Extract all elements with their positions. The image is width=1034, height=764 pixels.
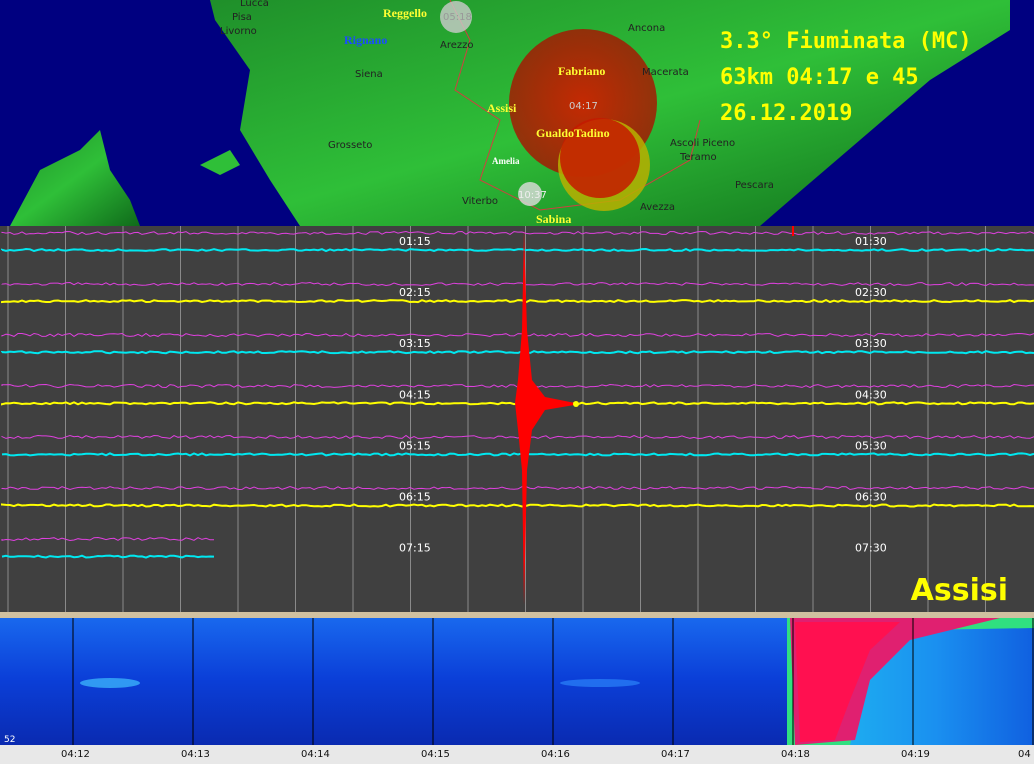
time-label: 05:15 <box>399 439 431 452</box>
quake-signal <box>515 230 580 605</box>
station-label: Rignano <box>344 33 387 47</box>
time-label: 04:12 <box>61 749 90 760</box>
time-label: 01:30 <box>855 235 887 248</box>
island <box>10 130 140 226</box>
station-label: Amelia <box>492 156 520 166</box>
time-label: 04:13 <box>181 749 210 760</box>
place-label: Viterbo <box>462 196 498 207</box>
trace <box>1 299 1034 304</box>
place-label: Pescara <box>735 180 774 191</box>
station-label: GualdoTadino <box>536 126 610 140</box>
trace <box>1 383 1034 389</box>
time-label: 03:15 <box>399 337 431 350</box>
place-label: Ascoli Piceno <box>670 138 735 149</box>
spectrogram-blob <box>560 679 640 687</box>
time-label: 04:16 <box>541 749 570 760</box>
place-label: Grosseto <box>328 140 372 151</box>
spectrogram-top <box>0 612 1034 618</box>
station-label: Reggello <box>383 6 427 20</box>
trace <box>1 281 1034 287</box>
time-label: 04:19 <box>901 749 930 760</box>
spectrogram-blob <box>80 678 140 688</box>
event-distance: 63km 04:17 e 45 <box>720 65 919 90</box>
event-circle <box>560 118 640 198</box>
quake-mark <box>573 401 579 407</box>
scale-label: 52 <box>4 735 15 745</box>
time-label: 05:30 <box>855 439 887 452</box>
time-label: 07:30 <box>855 542 887 555</box>
trace <box>1 452 1034 457</box>
spectrogram-event <box>795 622 900 742</box>
place-label: Macerata <box>642 67 689 78</box>
time-label: 06:15 <box>399 491 431 504</box>
place-label: Pisa <box>232 12 252 23</box>
place-label: Livorno <box>220 26 257 37</box>
marker-label: 10:37 <box>518 190 547 201</box>
marker-label: 05:18 <box>443 12 472 23</box>
trace <box>1 434 1034 440</box>
spectrogram-axis <box>0 745 1034 764</box>
station-label: Fabriano <box>558 64 605 78</box>
time-label: 01:15 <box>399 235 431 248</box>
station-label: Assisi <box>487 101 517 115</box>
island <box>200 150 240 175</box>
marker-label: 04:17 <box>569 101 598 112</box>
time-label: 04 <box>1018 749 1031 760</box>
trace <box>1 554 215 559</box>
time-label: 04:15 <box>399 388 431 401</box>
time-label: 06:30 <box>855 491 887 504</box>
trace <box>1 332 1034 338</box>
time-label: 07:15 <box>399 542 431 555</box>
event-date: 26.12.2019 <box>720 101 852 126</box>
time-label: 04:14 <box>301 749 330 760</box>
place-label: Teramo <box>679 152 717 163</box>
station-name: Assisi <box>911 573 1008 608</box>
event-title: 3.3° Fiuminata (MC) <box>720 29 972 54</box>
place-label: Lucca <box>240 0 269 9</box>
place-label: Siena <box>355 69 383 80</box>
time-label: 02:15 <box>399 286 431 299</box>
place-label: Arezzo <box>440 40 474 51</box>
time-label: 04:30 <box>855 388 887 401</box>
time-label: 03:30 <box>855 337 887 350</box>
time-label: 04:17 <box>661 749 690 760</box>
trace <box>1 230 1034 236</box>
helicorder: 01:15 01:30 02:15 02:30 03:15 03:30 04:15 04:30… <box>0 226 1034 612</box>
spectrogram: 52 04:12 04:13 04:14 04:15 04:16 04:17 04:18 04… <box>0 612 1034 764</box>
station-label: Sabina <box>536 212 571 226</box>
marker-circle <box>440 1 472 33</box>
marker-circle <box>518 182 542 206</box>
trace <box>1 536 215 542</box>
time-label: 02:30 <box>855 286 887 299</box>
time-label: 04:15 <box>421 749 450 760</box>
place-label: Avezza <box>640 202 675 213</box>
trace <box>1 485 1034 491</box>
time-label: 04:18 <box>781 749 810 760</box>
place-label: Ancona <box>628 23 665 34</box>
trace <box>0 247 1034 253</box>
trace <box>1 503 1034 508</box>
border <box>449 0 701 211</box>
trace <box>1 350 1034 355</box>
map: Lucca Pisa Livorno Siena Arezzo Ancona M… <box>0 0 1034 226</box>
